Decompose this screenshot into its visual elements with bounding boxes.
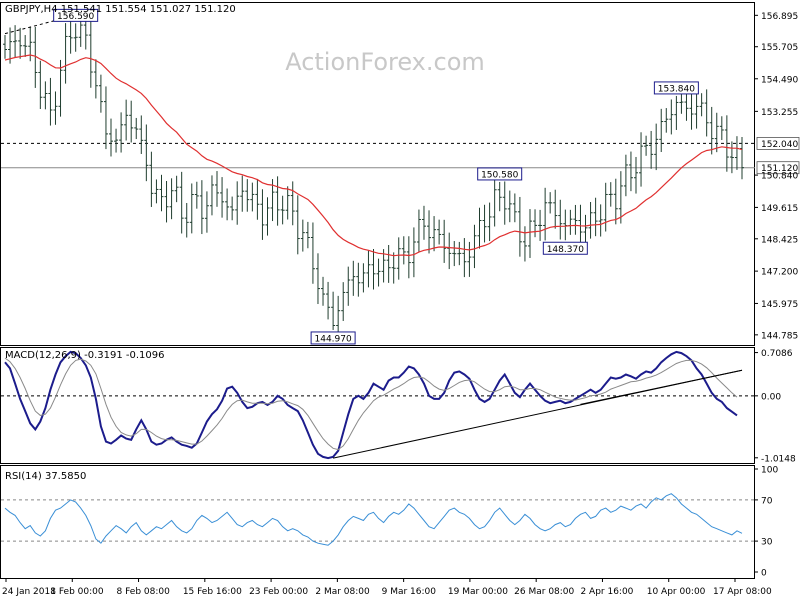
- price-axis-label: 148.425: [761, 235, 798, 245]
- price-axis-label: 155.705: [761, 43, 798, 53]
- price-axis-label: 153.255: [761, 108, 798, 118]
- watermark: ActionForex.com: [285, 48, 485, 76]
- macd-line: [4, 350, 738, 460]
- x-axis-label: 10 Apr 00:00: [647, 587, 706, 597]
- moving-average-line: [4, 54, 743, 257]
- price-axis-label: 156.895: [761, 12, 798, 22]
- x-axis-label: 8 Feb 08:00: [117, 587, 171, 597]
- x-axis-label: 24 Jan 2018: [2, 587, 56, 597]
- x-axis-label: 2 Apr 16:00: [580, 587, 633, 597]
- x-axis-label: 9 Mar 16:00: [382, 587, 437, 597]
- macd-title: MACD(12,26,9) -0.3191 -0.1096: [5, 350, 165, 361]
- price-axis-label: 150.840: [761, 172, 798, 182]
- rsi-panel: [0, 465, 755, 579]
- price-annotation-label: 150.580: [481, 170, 518, 180]
- price-annotation-label: 153.840: [658, 84, 695, 94]
- reference-label-box: [756, 161, 800, 175]
- rsi-axis-label: 30: [761, 538, 773, 548]
- rsi-line: [4, 493, 743, 546]
- price-axis-label: 145.975: [761, 300, 798, 310]
- signal-line: [4, 357, 738, 451]
- x-axis-label: 15 Feb 16:00: [183, 587, 242, 597]
- price-annotation-box: [310, 331, 356, 345]
- x-axis-label: 26 Mar 08:00: [514, 587, 574, 597]
- reference-label-box: [756, 137, 800, 150]
- price-annotation-box: [477, 167, 523, 181]
- x-axis-label: 1 Feb 00:00: [50, 587, 104, 597]
- macd-panel: [0, 347, 755, 464]
- reference-label: 152.040: [761, 140, 798, 150]
- price-annotation-label: 156.590: [57, 12, 94, 22]
- macd-trendline: [580, 369, 743, 405]
- rsi-axis-label: 70: [761, 496, 773, 506]
- rsi-axis-label: 100: [761, 466, 778, 476]
- chart-title: GBPJPY,H4 151.541 151.554 151.027 151.12…: [5, 4, 236, 15]
- price-panel: [0, 2, 755, 346]
- x-axis-label: 23 Feb 00:00: [249, 587, 308, 597]
- price-annotation-label: 148.370: [547, 245, 584, 255]
- price-annotation-box: [653, 81, 699, 95]
- price-axis-label: 147.200: [761, 268, 798, 278]
- x-axis-label: 19 Mar 00:00: [448, 587, 508, 597]
- macd-axis-label: 0.7086: [761, 349, 793, 359]
- price-axis-label: 149.615: [761, 204, 798, 214]
- rsi-title: RSI(14) 37.5850: [5, 471, 86, 482]
- price-axis-label: 154.490: [761, 75, 798, 85]
- macd-axis-label: -1.0148: [761, 454, 796, 464]
- reference-label: 151.120: [761, 164, 798, 174]
- rsi-axis-label: 0: [761, 569, 767, 579]
- price-annotation-label: 144.970: [315, 334, 352, 344]
- price-annotation-box: [53, 8, 99, 22]
- x-axis-label: 2 Mar 08:00: [315, 587, 370, 597]
- x-axis-label: 17 Apr 08:00: [713, 587, 772, 597]
- macd-axis-label: 0.00: [761, 392, 781, 402]
- price-axis-label: 144.785: [761, 331, 798, 341]
- price-annotation-box: [542, 241, 588, 255]
